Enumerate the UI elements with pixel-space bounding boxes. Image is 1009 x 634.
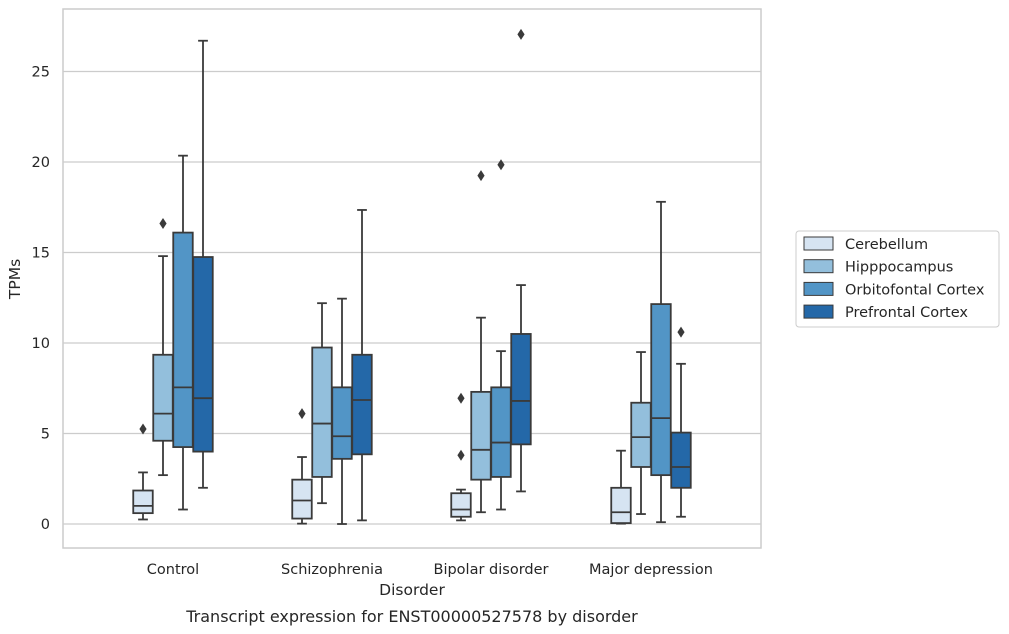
- outlier-point: [139, 423, 147, 435]
- iqr-box: [490, 386, 512, 478]
- box-2-0: [172, 154, 194, 511]
- box-0-1: [291, 408, 313, 525]
- x-tick-label: Control: [147, 562, 199, 578]
- iqr-box: [291, 478, 313, 520]
- legend-label: Orbitofontal Cortex: [845, 282, 985, 298]
- x-tick-label: Major depression: [589, 562, 713, 578]
- x-tick-label: Bipolar disorder: [434, 562, 549, 578]
- legend-label: Cerebellum: [845, 237, 928, 253]
- legend-frame: [795, 230, 1000, 328]
- y-tick-label: 25: [32, 65, 50, 81]
- box-1-3: [630, 351, 652, 515]
- outlier-point: [298, 408, 306, 420]
- legend-swatch: [803, 304, 834, 319]
- box-3-3: [670, 326, 692, 518]
- outlier-point: [477, 170, 485, 182]
- iqr-box: [192, 256, 214, 453]
- plot-area-frame: [62, 8, 762, 549]
- iqr-box: [172, 231, 194, 448]
- legend-swatch: [803, 236, 834, 251]
- box-1-1: [311, 302, 333, 505]
- y-tick-label: 10: [32, 336, 50, 352]
- iqr-box: [650, 303, 672, 477]
- box-3-1: [351, 209, 373, 522]
- iqr-box: [351, 353, 373, 456]
- chart-caption: Transcript expression for ENST0000052757…: [185, 607, 638, 626]
- y-axis-title: TPMs: [6, 259, 24, 300]
- iqr-box: [610, 486, 632, 524]
- legend: Cerebellum Hipppocampus Orbitofontal Corte…: [795, 230, 1000, 328]
- box-0-2: [450, 392, 472, 522]
- legend-swatch: [803, 259, 834, 274]
- box-1-0: [152, 218, 174, 477]
- iqr-box: [470, 390, 492, 481]
- outlier-point: [457, 449, 465, 461]
- legend-label: Hipppocampus: [845, 260, 953, 276]
- y-tick-label: 5: [41, 427, 50, 443]
- iqr-box: [670, 431, 692, 489]
- x-tick-label: Schizophrenia: [281, 562, 383, 578]
- iqr-box: [331, 386, 353, 460]
- iqr-box: [510, 333, 532, 446]
- legend-item: Cerebellum: [803, 236, 928, 253]
- box-2-1: [331, 297, 353, 525]
- iqr-box: [311, 346, 333, 478]
- legend-item: Prefrontal Cortex: [803, 304, 968, 321]
- box-1-2: [470, 170, 492, 514]
- y-tick-label: 0: [41, 517, 50, 533]
- box-2-3: [650, 200, 672, 524]
- outlier-point: [457, 392, 465, 404]
- y-tick-label: 15: [32, 246, 50, 262]
- iqr-box: [152, 353, 174, 442]
- box-3-0: [192, 39, 214, 489]
- outlier-point: [517, 28, 525, 40]
- outlier-point: [677, 326, 685, 338]
- x-axis-title: Disorder: [379, 581, 445, 599]
- outlier-point: [159, 218, 167, 230]
- outlier-point: [497, 159, 505, 171]
- iqr-box: [630, 401, 652, 468]
- iqr-box: [132, 489, 154, 515]
- box-2-2: [490, 159, 512, 511]
- box-3-2: [510, 28, 532, 493]
- boxes: [132, 28, 692, 525]
- legend-item: Hipppocampus: [803, 259, 953, 276]
- y-tick-label: 20: [32, 155, 50, 171]
- legend-label: Prefrontal Cortex: [845, 305, 968, 321]
- box-0-0: [132, 423, 154, 521]
- legend-item: Orbitofontal Cortex: [803, 281, 985, 298]
- box-0-3: [610, 449, 632, 525]
- x-axis-ticks: Control Schizophrenia Bipolar disorder Majo…: [147, 562, 713, 578]
- iqr-box: [450, 492, 472, 518]
- legend-swatch: [803, 281, 834, 296]
- y-axis-ticks: 0 5 10 15 20 25: [32, 65, 50, 534]
